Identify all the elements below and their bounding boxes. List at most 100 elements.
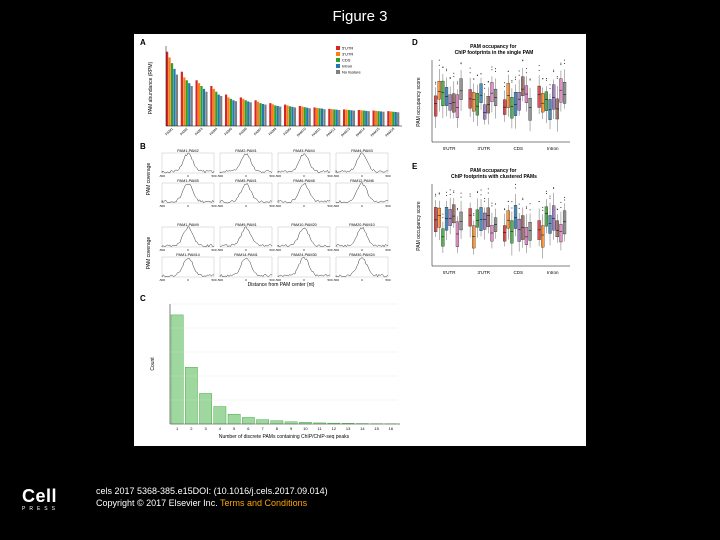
svg-text:0: 0 <box>303 248 305 252</box>
svg-text:PAM1: PAM1 <box>165 127 174 136</box>
svg-text:PAM2: PAM2 <box>179 127 188 136</box>
svg-text:CDS: CDS <box>342 58 351 63</box>
svg-text:0: 0 <box>361 278 363 282</box>
svg-text:-500: -500 <box>217 248 223 252</box>
svg-text:5'UTR: 5'UTR <box>342 46 353 51</box>
svg-text:-500: -500 <box>275 248 281 252</box>
svg-text:0: 0 <box>361 174 363 178</box>
svg-text:Intron: Intron <box>547 146 559 151</box>
svg-text:1: 1 <box>176 426 179 431</box>
svg-text:PAM1-PAM2: PAM1-PAM2 <box>177 149 198 153</box>
logo-sub-text: PRESS <box>22 506 59 512</box>
svg-text:PAM2-PAM1: PAM2-PAM1 <box>235 149 256 153</box>
figure-composite: A PAM abundance (RPM) 5'UTR3'UTRCDSIntro… <box>134 34 586 446</box>
svg-text:0: 0 <box>245 174 247 178</box>
panel-c-histogram: 12345678910111213141516 Count Number of … <box>146 296 406 442</box>
svg-text:-500: -500 <box>159 248 165 252</box>
svg-text:11: 11 <box>318 426 323 431</box>
svg-text:PAM11: PAM11 <box>311 127 322 138</box>
svg-text:PAM16: PAM16 <box>385 127 396 138</box>
svg-text:9: 9 <box>290 426 293 431</box>
svg-text:Intron: Intron <box>547 270 559 275</box>
svg-text:4: 4 <box>219 426 222 431</box>
svg-text:0: 0 <box>303 174 305 178</box>
svg-text:PAM abundance (RPM): PAM abundance (RPM) <box>148 61 154 114</box>
svg-text:5'UTR: 5'UTR <box>443 270 456 275</box>
svg-text:14: 14 <box>360 426 365 431</box>
svg-text:No feature: No feature <box>342 70 361 75</box>
svg-text:PAM occupancy for ChIP f: PAM occupancy for ChIP footprints in the… <box>455 44 534 56</box>
svg-text:0: 0 <box>187 278 189 282</box>
svg-text:PAM coverage: PAM coverage <box>146 237 152 270</box>
panel-d-boxplot: PAM occupancy for ChIP footprints in the… <box>414 40 574 158</box>
svg-text:Count: Count <box>150 357 156 371</box>
svg-text:PAM10: PAM10 <box>296 127 307 138</box>
svg-text:CDS: CDS <box>513 270 523 275</box>
svg-text:5'UTR: 5'UTR <box>443 146 456 151</box>
svg-text:PAM14-PAM1: PAM14-PAM1 <box>234 253 258 257</box>
svg-text:7: 7 <box>262 426 265 431</box>
svg-text:500: 500 <box>385 278 390 282</box>
svg-text:5: 5 <box>233 426 236 431</box>
svg-text:PAM1-PAM5: PAM1-PAM5 <box>177 179 198 183</box>
svg-text:PAM24-PAM30: PAM24-PAM30 <box>291 253 317 257</box>
svg-text:0: 0 <box>187 174 189 178</box>
svg-text:PAM8: PAM8 <box>268 127 277 136</box>
svg-text:12: 12 <box>332 426 337 431</box>
svg-text:PAM6: PAM6 <box>238 127 247 136</box>
svg-text:PAM13: PAM13 <box>340 127 351 138</box>
svg-text:3'UTR: 3'UTR <box>477 270 490 275</box>
svg-text:3'UTR: 3'UTR <box>342 52 353 57</box>
svg-text:PAM7: PAM7 <box>253 127 262 136</box>
panel-e-boxplot: PAM occupancy for ChIP footprints with c… <box>414 164 574 282</box>
svg-text:-500: -500 <box>333 174 339 178</box>
panel-b-peakgrid-bottom: PAM1-PAM9-5000500PAM9-PAM1-5000500PAM10-… <box>146 218 406 288</box>
svg-text:-500: -500 <box>275 174 281 178</box>
svg-text:-500: -500 <box>217 174 223 178</box>
svg-text:0: 0 <box>361 248 363 252</box>
svg-text:3'UTR: 3'UTR <box>477 146 490 151</box>
svg-text:PAM coverage: PAM coverage <box>146 163 152 196</box>
svg-text:PAM14: PAM14 <box>355 127 366 138</box>
svg-text:PAM occupancy score: PAM occupancy score <box>416 201 422 251</box>
figure-title: Figure 3 <box>0 8 720 25</box>
panel-b-peakgrid-top: PAM1-PAM2-5000500PAM2-PAM1-5000500PAM3-P… <box>146 144 406 214</box>
svg-text:-500: -500 <box>159 278 165 282</box>
svg-text:PAM3: PAM3 <box>194 127 203 136</box>
svg-text:0: 0 <box>361 204 363 208</box>
svg-text:PAM3-PAM4: PAM3-PAM4 <box>293 149 314 153</box>
svg-text:0: 0 <box>245 248 247 252</box>
svg-text:Intron: Intron <box>342 64 352 69</box>
svg-text:0: 0 <box>245 204 247 208</box>
svg-text:-500: -500 <box>159 204 165 208</box>
terms-link[interactable]: Terms and Conditions <box>220 498 307 508</box>
svg-text:Distance from PAM center (nt): Distance from PAM center (nt) <box>248 282 315 288</box>
svg-text:PAM10-PAM20: PAM10-PAM20 <box>291 223 317 227</box>
svg-text:CDS: CDS <box>513 146 523 151</box>
svg-text:PAM5-PAM1: PAM5-PAM1 <box>235 179 256 183</box>
citation-line-2: Copyright © 2017 Elsevier Inc. Terms and… <box>96 497 328 510</box>
svg-text:PAM20-PAM10: PAM20-PAM10 <box>349 223 375 227</box>
svg-text:-500: -500 <box>333 278 339 282</box>
svg-text:PAM9-PAM1: PAM9-PAM1 <box>235 223 256 227</box>
svg-text:PAM5: PAM5 <box>224 127 233 136</box>
svg-text:PAM1-PAM14: PAM1-PAM14 <box>176 253 200 257</box>
svg-text:PAM4-PAM3: PAM4-PAM3 <box>351 149 372 153</box>
svg-text:13: 13 <box>346 426 351 431</box>
svg-text:-500: -500 <box>275 204 281 208</box>
panel-a-label: A <box>140 38 146 47</box>
svg-text:-500: -500 <box>217 278 223 282</box>
svg-text:PAM occupancy score: PAM occupancy score <box>416 77 422 127</box>
svg-text:-500: -500 <box>333 204 339 208</box>
svg-text:Number of discrete PAMs contai: Number of discrete PAMs containing ChIP/… <box>219 434 350 440</box>
citation-footer: cels 2017 5368-385.e15DOI: (10.1016/j.ce… <box>96 485 328 510</box>
svg-text:-500: -500 <box>333 248 339 252</box>
svg-text:500: 500 <box>385 204 390 208</box>
svg-text:0: 0 <box>187 204 189 208</box>
svg-text:PAM occupancy for ChIP f: PAM occupancy for ChIP footprints with c… <box>451 168 537 180</box>
panel-b-label: B <box>140 142 146 151</box>
svg-text:3: 3 <box>205 426 208 431</box>
svg-text:PAM9: PAM9 <box>283 127 292 136</box>
svg-text:2: 2 <box>190 426 193 431</box>
logo-main-text: Cell <box>22 486 59 507</box>
